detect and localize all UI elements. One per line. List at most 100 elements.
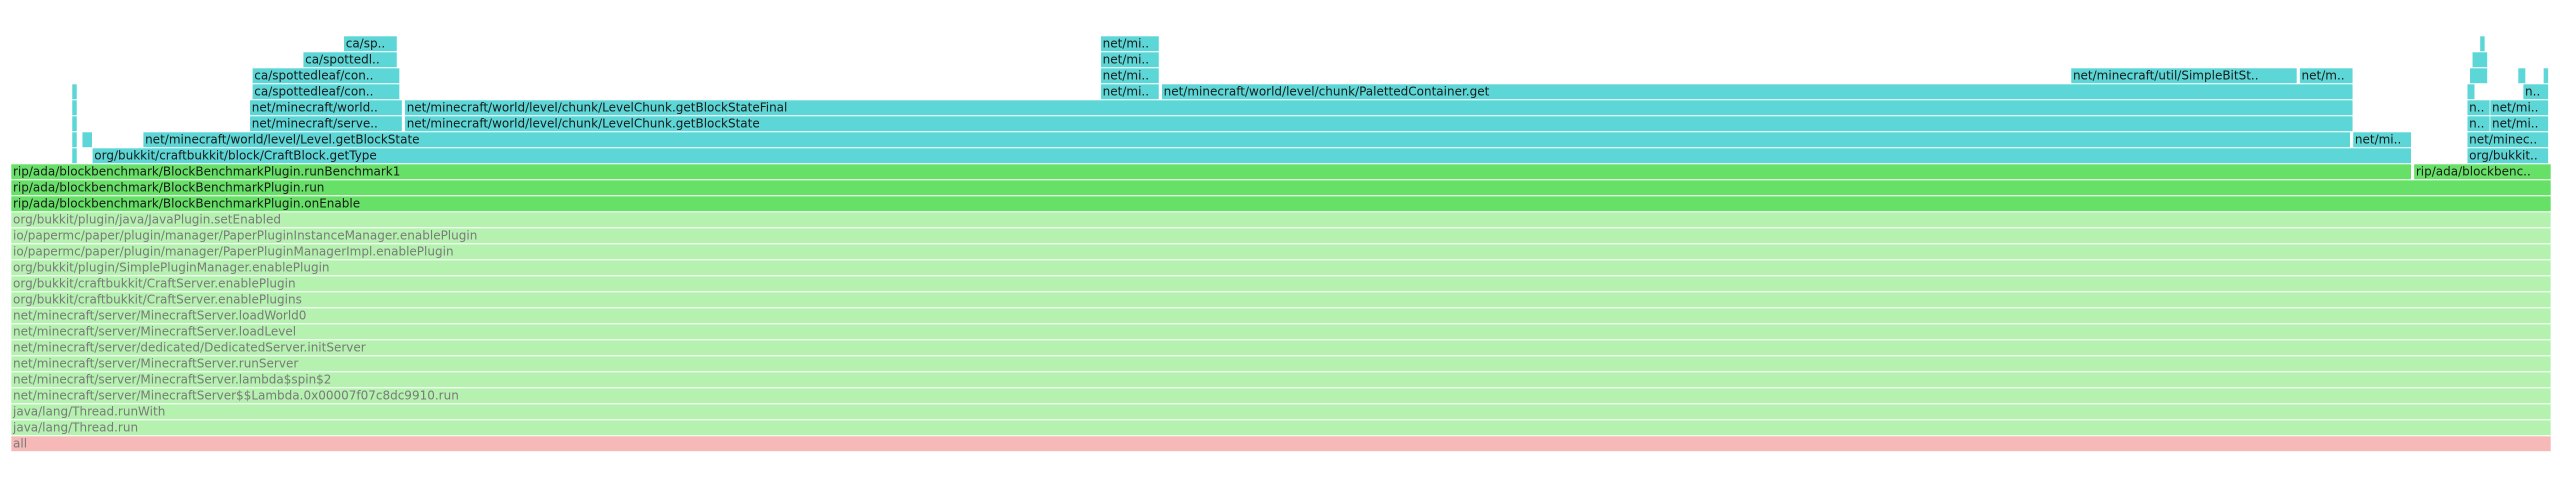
frame <box>2543 67 2549 84</box>
frame-label: n.. <box>2469 101 2484 115</box>
frame-label: net/minecraft/world.. <box>252 101 378 115</box>
frame-label: net/mi.. <box>1103 69 1149 83</box>
frame <box>10 211 2552 228</box>
frame <box>10 259 2552 276</box>
frame-label: net/minecraft/server/MinecraftServer$$La… <box>13 389 459 403</box>
frame-label: n.. <box>2469 117 2484 131</box>
frame-label: org/bukkit/plugin/SimplePluginManager.en… <box>13 261 330 275</box>
frame <box>1100 51 1160 68</box>
frame <box>2517 67 2526 84</box>
frame-label: org/bukkit/craftbukkit/CraftServer.enabl… <box>13 293 302 307</box>
frame <box>71 83 78 100</box>
frame <box>2070 67 2298 84</box>
frame <box>2469 67 2488 84</box>
frame <box>10 387 2552 404</box>
frame-label: net/mi.. <box>2492 101 2538 115</box>
frame <box>404 99 2354 116</box>
frame-label: all <box>13 437 27 451</box>
frame <box>2489 99 2549 116</box>
frame-label: net/minec.. <box>2469 133 2537 147</box>
frame <box>81 131 93 148</box>
frame-label: java/lang/Thread.run <box>12 421 138 435</box>
frame <box>10 419 2552 436</box>
frame-label: java/lang/Thread.runWith <box>12 405 165 419</box>
frame-label: n.. <box>2525 85 2540 99</box>
frame <box>71 147 78 164</box>
frame <box>252 83 400 100</box>
frame-label: rip/ada/blockbenc.. <box>2416 165 2531 179</box>
frame <box>2299 67 2354 84</box>
frame <box>1161 83 2354 100</box>
frame <box>2522 83 2549 100</box>
frame <box>2466 147 2549 164</box>
frame <box>10 371 2552 388</box>
frame-label: io/papermc/paper/plugin/manager/PaperPlu… <box>13 245 454 259</box>
frame-label: ca/sp.. <box>346 37 386 51</box>
frame-label: net/m.. <box>2302 69 2345 83</box>
frame <box>2471 51 2488 68</box>
frame-label: net/minecraft/server/MinecraftServer.lam… <box>13 373 331 387</box>
frame <box>10 339 2552 356</box>
frame <box>91 147 2412 164</box>
frame-label: ca/spottedl.. <box>305 53 380 67</box>
frame-label: net/mi.. <box>1103 37 1149 51</box>
frame <box>10 163 2412 180</box>
frame-label: net/mi.. <box>1103 53 1149 67</box>
frame-label: io/papermc/paper/plugin/manager/PaperPlu… <box>13 229 477 243</box>
frame <box>2352 131 2412 148</box>
frame <box>2489 115 2549 132</box>
frame-label: org/bukkit.. <box>2469 149 2538 163</box>
frame <box>1100 67 1160 84</box>
frame-label: rip/ada/blockbenchmark/BlockBenchmarkPlu… <box>13 165 400 179</box>
frame <box>10 227 2552 244</box>
frame-label: net/minecraft/world/level/Level.getBlock… <box>145 133 419 147</box>
frame-label: org/bukkit/plugin/java/JavaPlugin.setEna… <box>13 213 281 227</box>
frame <box>10 403 2552 420</box>
frame <box>10 179 2552 196</box>
frame-label: net/minecraft/server/MinecraftServer.run… <box>13 357 298 371</box>
frame <box>2466 83 2476 100</box>
frame-label: net/minecraft/world/level/chunk/LevelChu… <box>407 101 788 115</box>
frame-label: net/minecraft/world/level/chunk/LevelChu… <box>407 117 760 131</box>
frame <box>71 99 78 116</box>
frame <box>10 307 2552 324</box>
frame-label: net/minecraft/server/MinecraftServer.loa… <box>13 325 296 339</box>
frame-label: org/bukkit/craftbukkit/block/CraftBlock.… <box>94 149 377 163</box>
frame-label: net/mi.. <box>2355 133 2401 147</box>
frame <box>10 323 2552 340</box>
frame-label: net/minecraft/serve.. <box>252 117 378 131</box>
frame <box>1100 35 1160 52</box>
frame <box>2466 131 2549 148</box>
frame <box>2413 163 2552 180</box>
frame <box>71 115 78 132</box>
frame <box>302 51 398 68</box>
frame <box>249 115 403 132</box>
frame <box>10 291 2552 308</box>
frame <box>10 275 2552 292</box>
frame <box>404 115 2354 132</box>
frame-label: net/minecraft/util/SimpleBitSt.. <box>2073 69 2259 83</box>
frame <box>252 67 400 84</box>
frame <box>71 131 78 148</box>
frame-label: net/mi.. <box>2492 117 2538 131</box>
frame-label: net/minecraft/world/level/chunk/Paletted… <box>1164 85 1490 99</box>
frame <box>10 355 2552 372</box>
frame <box>1100 83 1160 100</box>
frame <box>2479 35 2486 52</box>
frame <box>249 99 403 116</box>
frame <box>10 435 2552 452</box>
frame-label: ca/spottedleaf/con.. <box>254 69 373 83</box>
frame <box>343 35 398 52</box>
frame-label: org/bukkit/craftbukkit/CraftServer.enabl… <box>13 277 296 291</box>
frame-label: net/mi.. <box>1103 85 1149 99</box>
frame-label: rip/ada/blockbenchmark/BlockBenchmarkPlu… <box>13 181 324 195</box>
frame <box>10 195 2552 212</box>
frame-label: net/minecraft/server/MinecraftServer.loa… <box>13 309 306 323</box>
frame-label: ca/spottedleaf/con.. <box>254 85 373 99</box>
frame-label: rip/ada/blockbenchmark/BlockBenchmarkPlu… <box>13 197 360 211</box>
frame <box>142 131 2351 148</box>
frame-label: net/minecraft/server/dedicated/Dedicated… <box>13 341 366 355</box>
frame <box>10 243 2552 260</box>
